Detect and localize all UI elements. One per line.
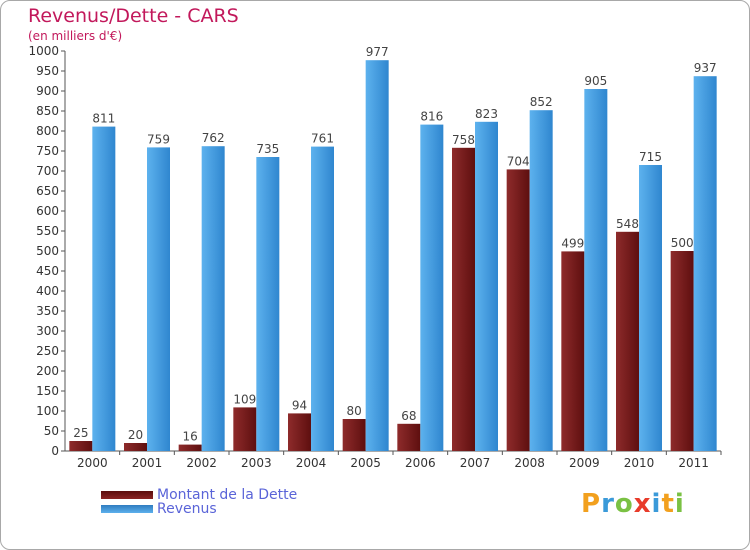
- x-tick-label: 2003: [241, 456, 272, 470]
- legend-item-debt: Montant de la Dette: [101, 487, 297, 503]
- bar-debt: [506, 169, 530, 451]
- bar-revenue: [201, 146, 225, 451]
- bar-debt: [397, 423, 421, 451]
- bar-debt: [670, 251, 694, 451]
- bar-revenue: [92, 126, 116, 451]
- logo-letter: P: [581, 489, 602, 519]
- x-tick-label: 2010: [624, 456, 655, 470]
- x-tick-label: 2011: [678, 456, 709, 470]
- chart-title: Revenus/Dette - CARS: [28, 5, 239, 27]
- y-tick-label: 150: [36, 384, 59, 398]
- bar-debt: [288, 413, 311, 451]
- bar-revenue: [420, 124, 444, 451]
- y-tick-label: 900: [36, 84, 59, 98]
- data-label-revenue: 761: [311, 132, 334, 146]
- data-label-revenue: 811: [92, 112, 115, 126]
- legend-item-revenue: Revenus: [101, 501, 217, 517]
- data-label-debt: 68: [401, 409, 416, 423]
- data-label-revenue: 816: [420, 110, 443, 124]
- data-label-revenue: 977: [366, 45, 389, 59]
- bar-debt: [452, 147, 475, 452]
- y-tick-label: 950: [36, 64, 59, 78]
- bar-debt: [561, 251, 585, 451]
- x-tick-label: 2008: [514, 456, 545, 470]
- data-label-revenue: 823: [475, 107, 498, 121]
- data-label-revenue: 735: [256, 142, 279, 156]
- x-tick-label: 2001: [132, 456, 163, 470]
- logo-letter: x: [633, 489, 652, 519]
- data-label-revenue: 905: [584, 74, 607, 88]
- bar-revenue: [311, 146, 334, 451]
- data-label-debt: 758: [452, 133, 475, 147]
- legend-label-debt: Montant de la Dette: [157, 487, 298, 503]
- y-tick-label: 350: [36, 304, 59, 318]
- data-label-revenue: 937: [694, 61, 717, 75]
- x-tick-label: 2004: [296, 456, 327, 470]
- bar-debt: [69, 441, 93, 451]
- y-tick-label: 400: [36, 284, 59, 298]
- bar-debt: [233, 407, 257, 451]
- x-tick-label: 2002: [186, 456, 217, 470]
- y-tick-label: 1000: [28, 44, 59, 58]
- x-tick-label: 2006: [405, 456, 436, 470]
- data-label-debt: 16: [183, 430, 198, 444]
- proxiti-logo: Proxiti: [581, 489, 685, 519]
- bar-revenue: [365, 60, 389, 451]
- data-label-debt: 20: [128, 428, 143, 442]
- legend-swatch-revenue: [101, 505, 153, 513]
- y-tick-label: 500: [36, 244, 59, 258]
- y-tick-label: 800: [36, 124, 59, 138]
- data-label-revenue: 715: [639, 150, 662, 164]
- logo-letter: t: [661, 489, 675, 519]
- y-tick-label: 50: [44, 424, 59, 438]
- y-tick-label: 250: [36, 344, 59, 358]
- data-label-debt: 548: [616, 217, 639, 231]
- y-tick-label: 850: [36, 104, 59, 118]
- bar-revenue: [475, 121, 498, 452]
- y-tick-label: 450: [36, 264, 59, 278]
- bar-revenue: [147, 147, 170, 451]
- bar-debt: [342, 419, 366, 451]
- data-label-revenue: 852: [530, 95, 553, 109]
- x-tick-label: 2005: [350, 456, 381, 470]
- chart-subtitle: (en milliers d'€): [28, 29, 123, 43]
- data-label-revenue: 759: [147, 132, 170, 146]
- data-label-debt: 25: [73, 426, 88, 440]
- data-label-debt: 109: [233, 392, 256, 406]
- data-label-debt: 80: [347, 404, 362, 418]
- bar-debt: [178, 444, 202, 451]
- y-tick-label: 650: [36, 184, 59, 198]
- bar-revenue: [584, 89, 608, 451]
- legend-label-revenue: Revenus: [157, 501, 217, 517]
- bar-revenue: [529, 110, 553, 451]
- data-label-debt: 500: [671, 236, 694, 250]
- y-tick-label: 100: [36, 404, 59, 418]
- bar-debt: [616, 231, 639, 451]
- logo-letter: r: [601, 489, 615, 519]
- y-tick-label: 750: [36, 144, 59, 158]
- y-tick-label: 200: [36, 364, 59, 378]
- bar-revenue: [256, 157, 280, 451]
- data-label-debt: 499: [561, 236, 584, 250]
- y-tick-label: 0: [51, 444, 59, 458]
- y-tick-label: 300: [36, 324, 59, 338]
- bar-revenue: [639, 165, 662, 451]
- x-tick-label: 2000: [77, 456, 108, 470]
- logo-letter: o: [614, 489, 634, 519]
- y-tick-label: 600: [36, 204, 59, 218]
- y-tick-label: 550: [36, 224, 59, 238]
- data-label-revenue: 762: [202, 131, 225, 145]
- x-tick-label: 2007: [460, 456, 491, 470]
- legend-swatch-debt: [101, 491, 153, 499]
- data-label-debt: 704: [507, 154, 530, 168]
- logo-letter: i: [651, 489, 662, 519]
- data-label-debt: 94: [292, 398, 307, 412]
- bar-debt: [124, 443, 147, 451]
- logo-letter: i: [674, 489, 685, 519]
- y-tick-label: 700: [36, 164, 59, 178]
- x-tick-label: 2009: [569, 456, 600, 470]
- bar-revenue: [693, 76, 717, 451]
